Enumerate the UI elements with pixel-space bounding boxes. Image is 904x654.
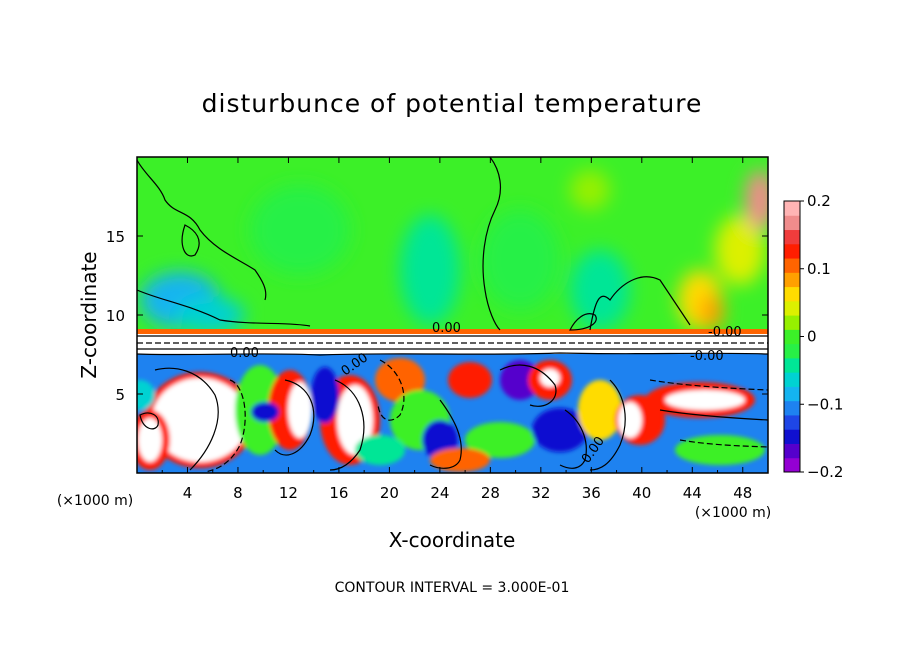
y-tick-label: 15 <box>106 228 125 246</box>
x-tick-label: 20 <box>380 484 399 502</box>
x-axis-label: X-coordinate <box>389 528 516 552</box>
colorbar-segment <box>784 215 800 231</box>
colorbar-segment <box>784 414 800 430</box>
colorbar-segment <box>784 272 800 288</box>
contour-label: 0.00 <box>230 346 259 361</box>
colorbar-segment <box>784 386 800 402</box>
colorbar-segment <box>784 201 800 216</box>
x-tick-label: 44 <box>683 484 702 502</box>
colorbar-segment <box>784 429 800 444</box>
x-tick-label: 4 <box>183 484 193 502</box>
colorbar-segment <box>784 315 800 330</box>
upper-field-anomalies <box>140 170 768 333</box>
contour-label: -0.00 <box>708 325 742 340</box>
contour-lines <box>137 157 768 473</box>
x-tick-label: 16 <box>329 484 348 502</box>
colorbar-segment <box>784 300 800 316</box>
x-tick-label: 48 <box>733 484 752 502</box>
x-tick-label: 40 <box>632 484 651 502</box>
colorbar-segment <box>784 343 800 359</box>
y-tick-label: 10 <box>106 307 125 325</box>
plot-field <box>137 157 768 473</box>
colorbar-segment <box>784 443 800 459</box>
x-tick-label: 36 <box>582 484 601 502</box>
colorbar-tick-label: −0.2 <box>807 463 843 481</box>
x-tick-label: 32 <box>531 484 550 502</box>
lower-field-eddies <box>137 358 765 472</box>
x-unit-right: (×1000 m) <box>695 505 771 521</box>
contour-label: 0.00 <box>432 321 461 336</box>
chart-title: disturbunce of potential temperature <box>202 89 703 118</box>
colorbar-tick-label: −0.1 <box>807 395 843 413</box>
colorbar-segment <box>784 329 800 345</box>
colorbar <box>783 200 801 473</box>
contour-label-group: 0.00 0.00 0.00 -0.00 0.00 -0.00 <box>230 321 742 466</box>
y-axis-label: Z-coordinate <box>77 251 101 378</box>
colorbar-tick-label: 0.2 <box>807 192 831 210</box>
colorbar-segment <box>784 400 800 416</box>
contour-label: -0.00 <box>690 349 724 364</box>
inversion-band <box>137 329 768 334</box>
x-axis: 4 8 12 16 20 24 28 32 36 40 44 48 <box>161 157 752 502</box>
colorbar-segment <box>784 357 800 373</box>
colorbar-segment <box>784 229 800 245</box>
colorbar-tick-label: 0 <box>807 328 817 346</box>
x-tick-label: 28 <box>481 484 500 502</box>
contour-interval: CONTOUR INTERVAL = 3.000E-01 <box>335 580 570 596</box>
colorbar-segment <box>784 286 800 302</box>
colorbar-segment <box>784 243 800 259</box>
colorbar-segment <box>784 258 800 273</box>
x-tick-label: 24 <box>430 484 449 502</box>
y-tick-label: 5 <box>115 386 125 404</box>
y-axis: 5 10 15 <box>106 228 768 404</box>
x-tick-label: 8 <box>233 484 243 502</box>
colorbar-segment <box>784 372 800 387</box>
x-unit-left: (×1000 m) <box>57 493 133 509</box>
colorbar-segment <box>784 457 800 473</box>
x-tick-label: 12 <box>279 484 298 502</box>
colorbar-tick-label: 0.1 <box>807 260 831 278</box>
colorbar-ticks: 0.2 0.1 0 −0.1 −0.2 <box>800 192 843 481</box>
